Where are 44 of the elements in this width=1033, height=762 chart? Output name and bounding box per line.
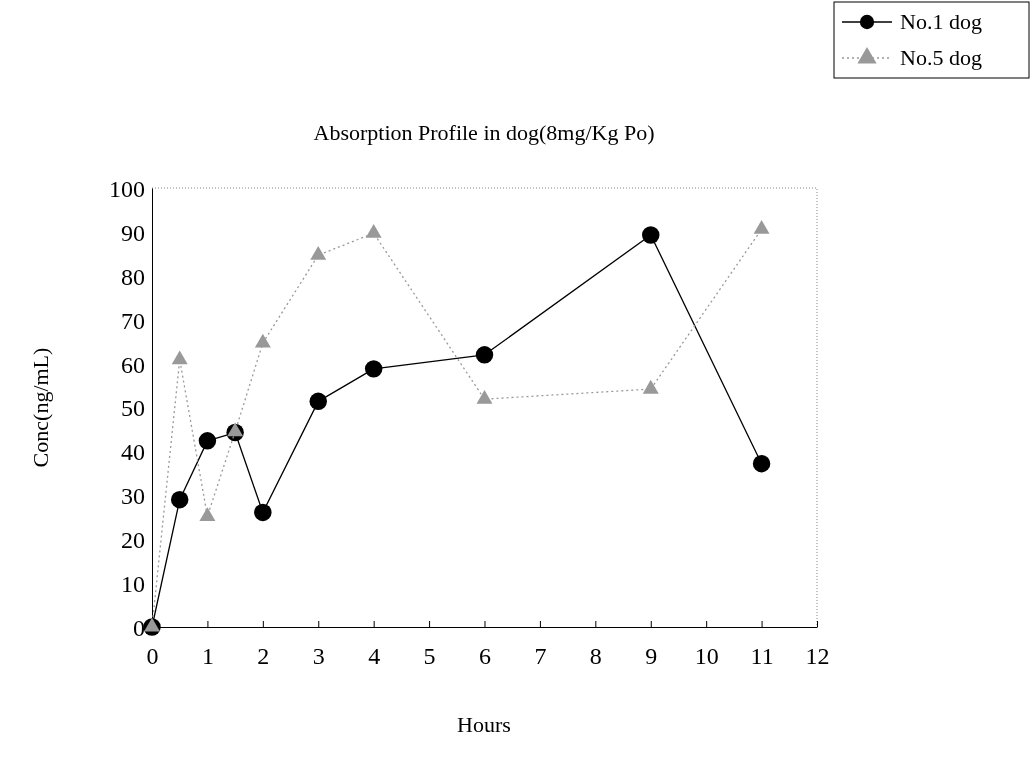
point: [752, 454, 771, 473]
y-tick-label: 0: [133, 614, 145, 641]
legend-label: No.1 dog: [900, 9, 982, 34]
point: [642, 379, 659, 394]
x-tick-label: 9: [645, 642, 658, 669]
point: [170, 490, 189, 509]
x-tick-label: 6: [479, 642, 491, 669]
x-tick-label: 11: [750, 642, 774, 669]
x-tick-label: 7: [534, 642, 547, 669]
y-tick-label: 10: [121, 571, 145, 597]
point: [475, 346, 494, 364]
x-tick-label: 2: [257, 642, 270, 669]
x-tick-label: 12: [805, 642, 830, 669]
x-tick-label: 3: [312, 642, 325, 669]
y-tick-label: 70: [121, 307, 145, 334]
x-tick-label: 1: [201, 642, 214, 669]
point: [310, 245, 327, 260]
y-tick-label: 60: [121, 351, 145, 378]
point: [254, 333, 271, 348]
x-tick-label: 4: [368, 642, 381, 669]
y-axis-title: Conc(ng/mL): [28, 347, 53, 468]
point: [198, 432, 217, 450]
x-tick-label: 5: [423, 642, 436, 669]
point: [309, 392, 327, 411]
x-axis-title: Hours: [457, 712, 511, 737]
point: [171, 350, 188, 365]
y-tick-label: 50: [121, 395, 145, 422]
legend-label: No.5 dog: [900, 45, 982, 70]
point: [753, 220, 770, 234]
point: [199, 507, 216, 521]
y-tick-label: 90: [121, 219, 145, 246]
point: [476, 389, 493, 404]
y-tick-label: 80: [121, 263, 145, 290]
point: [227, 422, 244, 437]
y-tick-label: 100: [109, 175, 145, 202]
y-tick-label: 40: [121, 439, 145, 466]
point: [364, 360, 383, 378]
point: [365, 224, 382, 238]
x-tick-label: 10: [694, 642, 719, 669]
y-tick-label: 20: [121, 527, 145, 554]
x-tick-label: 8: [589, 642, 602, 669]
chart-title: Absorption Profile in dog(8mg/Kg Po): [313, 120, 655, 145]
point: [254, 503, 272, 522]
y-tick-label: 30: [121, 483, 145, 510]
